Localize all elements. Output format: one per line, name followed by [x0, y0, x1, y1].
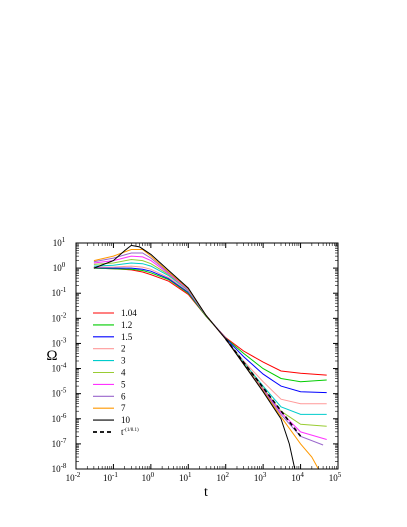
series-layer [93, 244, 327, 469]
x-tick-label: 10-1 [103, 471, 118, 483]
x-axis-label: t [204, 485, 208, 500]
x-tick-label: 104 [291, 471, 304, 483]
y-tick-label: 10-1 [52, 286, 67, 298]
y-tick-label: 10-8 [52, 462, 67, 474]
legend-label: 4 [121, 368, 126, 378]
legend-label: 1.04 [121, 308, 137, 318]
legend-label: 10 [121, 415, 131, 425]
y-tick-label: 10-4 [52, 362, 67, 374]
legend-label: 7 [121, 403, 126, 413]
y-tick-label: 10-7 [52, 437, 67, 449]
y-tick-label: 100 [53, 261, 66, 273]
x-tick-label: 103 [254, 471, 267, 483]
legend-label: 1.5 [121, 332, 133, 342]
y-axis-label: Ω [46, 348, 57, 364]
x-tick-label: 105 [329, 471, 342, 483]
y-tick-label: 10-3 [52, 336, 67, 348]
y-tick-label: 10-6 [52, 412, 67, 424]
y-tick-label: 101 [53, 236, 66, 248]
legend-label: 5 [121, 379, 126, 389]
x-tick-label: 100 [142, 471, 155, 483]
x-tick-label: 101 [179, 471, 192, 483]
series-line-1 [93, 267, 327, 383]
y-tick-label: 10-2 [52, 311, 67, 323]
legend: 1.04 1.2 1.5 2 3 45 6 7 10 t-(1/8.1) [93, 308, 139, 437]
series-line-6 [93, 255, 327, 440]
legend-label: 3 [121, 356, 126, 366]
y-tick-label: 10-5 [52, 387, 67, 399]
series-line-2 [93, 267, 327, 394]
legend-label: t-(1/8.1) [121, 427, 139, 437]
legend-label: 6 [121, 391, 126, 401]
plot-frame [75, 242, 339, 470]
series-line-8 [93, 249, 319, 469]
series-line-9 [93, 244, 296, 469]
x-tick-label: 102 [216, 471, 229, 483]
axis-ticks: 10-2 10-1 100 101 102 103 104 10510110010-110-2… [52, 236, 342, 483]
x-tick-label: 10-2 [66, 471, 81, 483]
legend-label: 2 [121, 344, 126, 354]
legend-label: 1.2 [121, 320, 132, 330]
